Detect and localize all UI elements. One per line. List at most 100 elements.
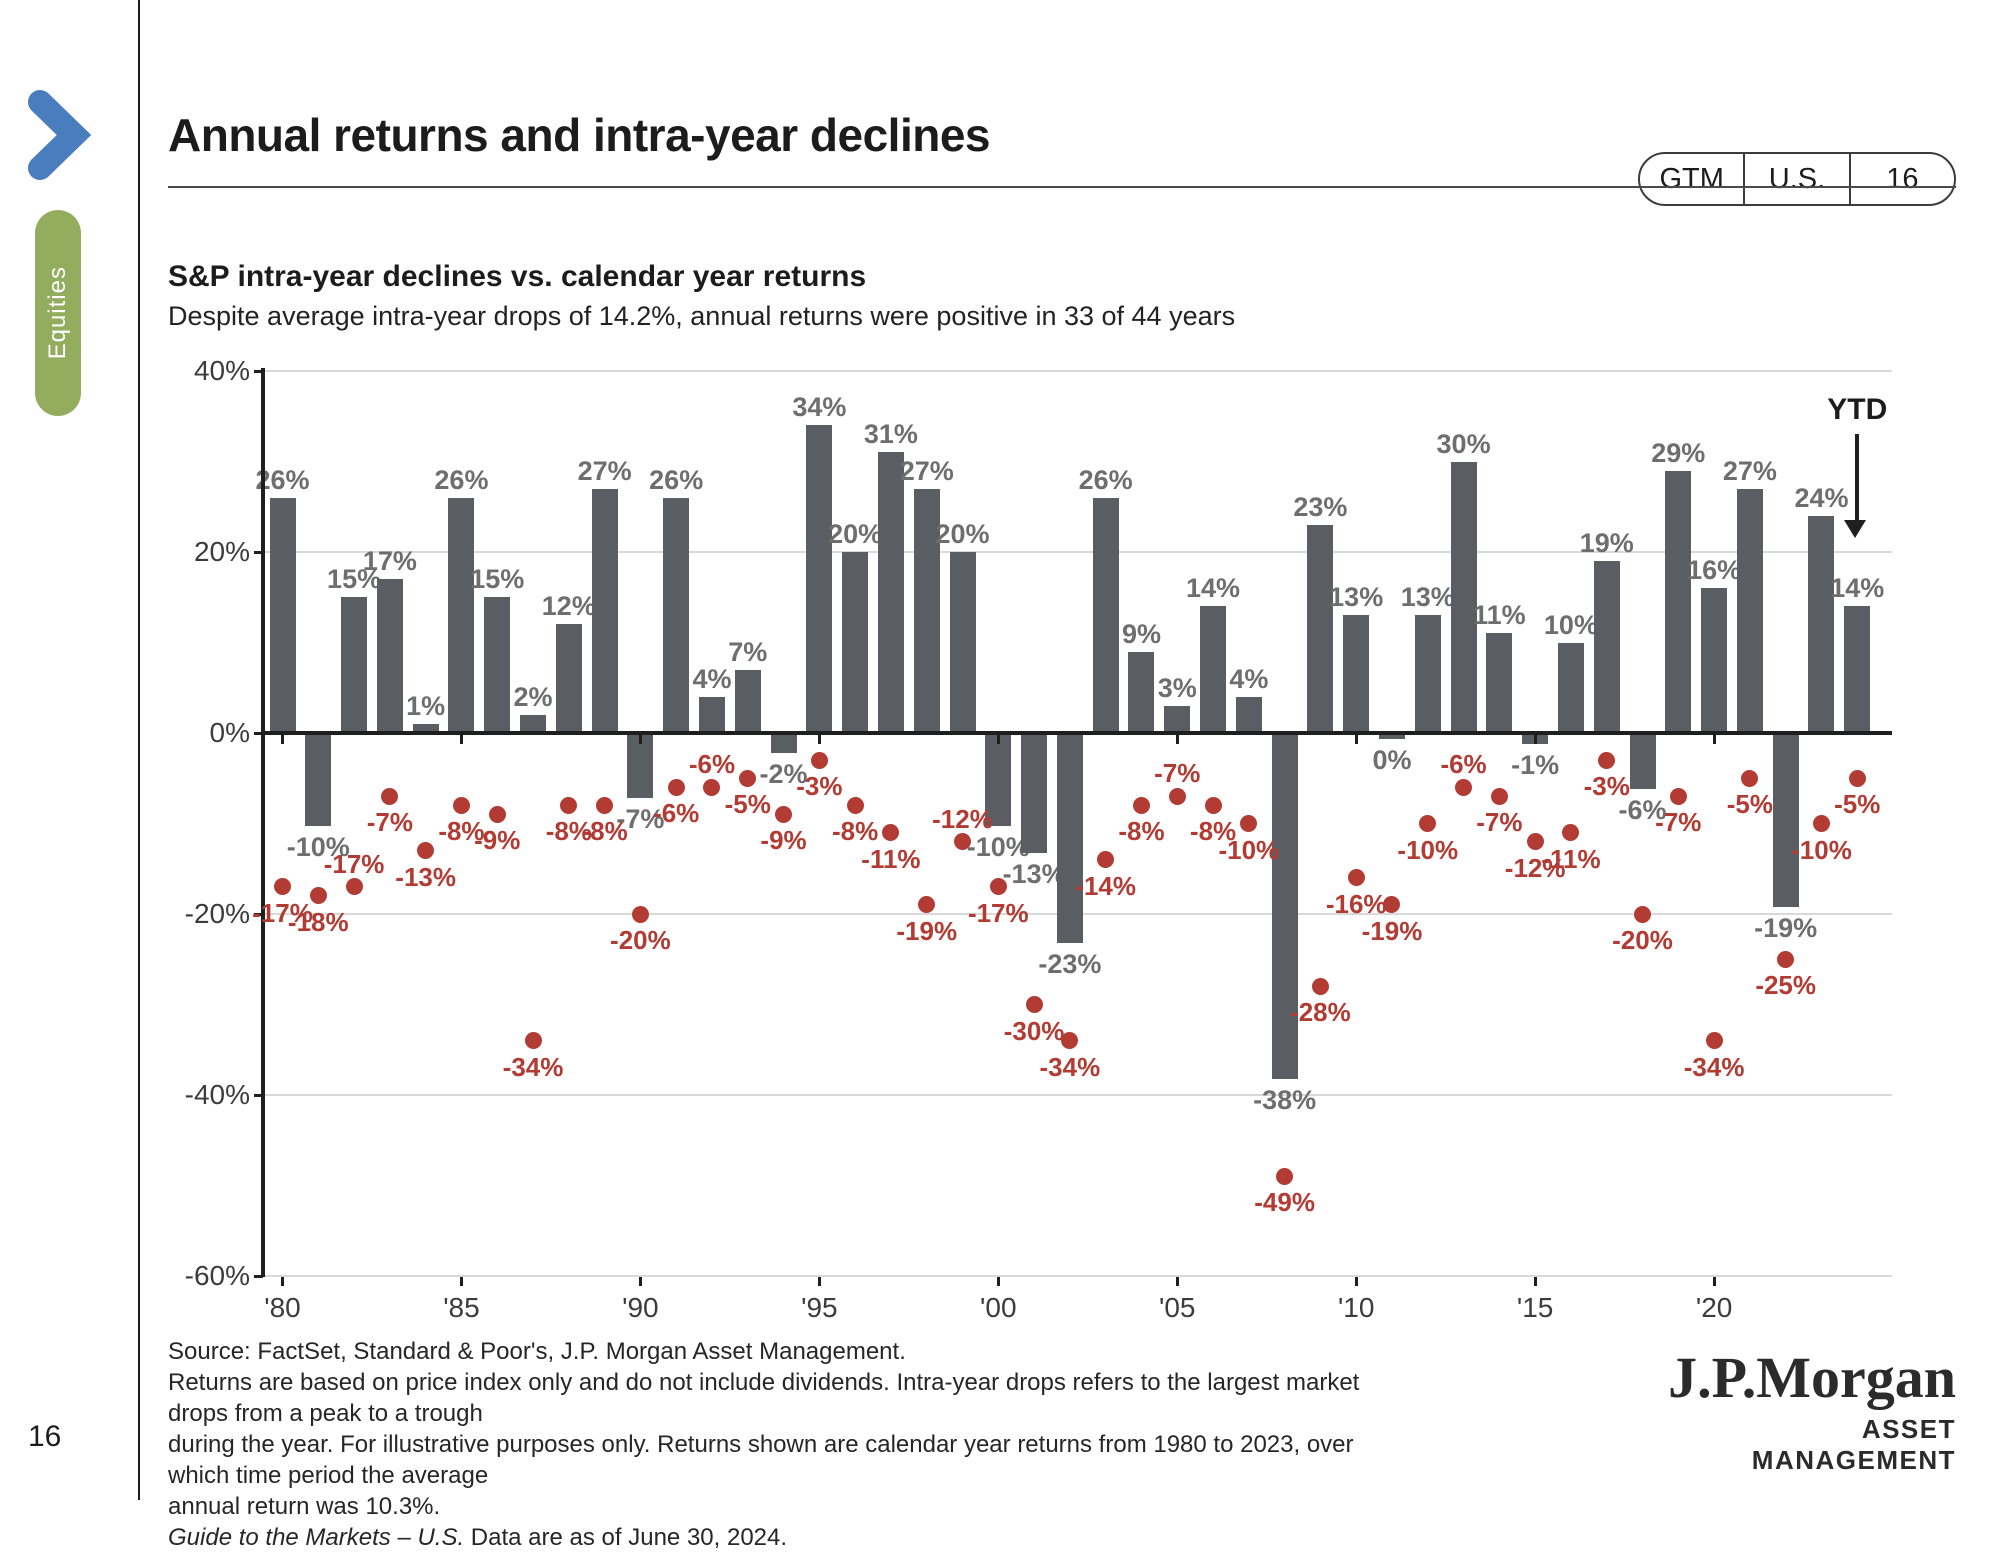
- decline-dot-2011: [1383, 896, 1401, 914]
- x-axis-tick: [1175, 735, 1179, 744]
- decline-label-1990: -20%: [610, 925, 671, 955]
- decline-label-2015: -12%: [1504, 852, 1566, 883]
- bar-1984: [412, 723, 439, 733]
- bar-2012: [1414, 615, 1441, 733]
- x-axis-label-80: '80: [264, 1292, 301, 1323]
- decline-dot-1986: [488, 805, 506, 823]
- bar-2018: [1629, 735, 1656, 790]
- bar-label-1987: 2%: [513, 681, 553, 712]
- x-axis-tick: [459, 735, 463, 744]
- decline-dot-2023: [1812, 815, 1830, 832]
- badge-page: 16: [1886, 162, 1919, 195]
- bar-label-1982: 15%: [327, 564, 382, 595]
- decline-label-2005: -7%: [1154, 758, 1201, 789]
- decline-dot-1982: [345, 878, 363, 896]
- decline-dot-2020: [1705, 1032, 1723, 1050]
- bar-2008: [1271, 735, 1298, 1079]
- decline-label-2014: -7%: [1476, 807, 1523, 838]
- decline-dot-1985: [452, 796, 470, 814]
- x-axis-label-20: '20: [1695, 1292, 1733, 1323]
- x-axis-label-15: '15: [1516, 1292, 1554, 1323]
- page-number: 16: [28, 1420, 62, 1453]
- bar-label-1996: 20%: [828, 519, 883, 549]
- decline-dot-1991: [667, 778, 685, 796]
- bar-label-2002: -23%: [1038, 949, 1102, 980]
- decline-dot-2007: [1240, 815, 1258, 832]
- bar-2017: [1593, 561, 1620, 733]
- y-axis-label--20: -20%: [184, 898, 250, 929]
- decline-dot-1983: [381, 787, 399, 805]
- bar-2003: [1092, 497, 1119, 733]
- decline-label-1992: -6%: [688, 749, 736, 780]
- decline-label-1994: -9%: [760, 825, 807, 856]
- bar-label-1981: -10%: [286, 831, 350, 862]
- bar-2005: [1164, 705, 1191, 733]
- x-axis-label-90: '90: [622, 1292, 659, 1323]
- decline-dot-2000: [989, 878, 1007, 896]
- decline-label-1995: -3%: [796, 771, 843, 802]
- badge-gtm: GTM: [1659, 162, 1724, 195]
- decline-label-1980: -17%: [252, 897, 313, 928]
- x-axis-tick-bottom: [281, 1277, 284, 1286]
- bar-label-2009: 23%: [1293, 491, 1348, 522]
- decline-label-1982: -17%: [323, 848, 385, 879]
- footnote-line: Guide to the Markets – U.S. Data are as …: [168, 1522, 1418, 1553]
- bar-2020: [1701, 588, 1728, 733]
- bar-1987: [520, 714, 547, 733]
- decline-label-2018: -20%: [1612, 925, 1673, 955]
- bar-YTD: [1844, 606, 1871, 733]
- bar-label-1983: 17%: [362, 546, 417, 577]
- decline-dot-2017: [1598, 751, 1616, 769]
- gridline-20: [263, 551, 1892, 553]
- x-axis-tick: [1712, 735, 1716, 744]
- bar-1989: [591, 488, 618, 733]
- bar-2010: [1343, 615, 1370, 733]
- gtm-citation: Guide to the Markets – U.S.: [168, 1524, 465, 1551]
- footnote-line: Returns are based on price index only an…: [168, 1369, 1360, 1427]
- y-axis-label-40: 40%: [193, 355, 250, 386]
- footnote-line: annual return was 10.3%.: [168, 1493, 441, 1520]
- bar-label-2001: -13%: [1002, 858, 1066, 889]
- decline-dot-1987: [524, 1032, 542, 1050]
- decline-dot-1988: [560, 796, 578, 814]
- chart-area: 40% 20% 0% -20% -40% -60% 26% -10% 15% 17% 1% 26% 15…: [184, 355, 1892, 1323]
- bar-label-1985: 26%: [434, 464, 489, 495]
- jpmorgan-wordmark: J.P.Morgan: [1668, 1345, 1956, 1410]
- bar-2000: [985, 735, 1012, 826]
- bar-2001: [1021, 735, 1048, 853]
- decline-dot-2003: [1097, 851, 1115, 869]
- bar-2022: [1772, 735, 1799, 907]
- bar-1983: [376, 579, 403, 733]
- decline-dot-1984: [417, 842, 435, 860]
- bar-1981: [305, 735, 332, 826]
- decline-dot-2010: [1347, 869, 1365, 887]
- decline-dot-2004: [1132, 796, 1150, 814]
- ytd-arrow-line: [1855, 434, 1860, 520]
- decline-label-1999: -12%: [932, 803, 993, 834]
- y-axis-label-20: 20%: [193, 536, 250, 567]
- bar-1982: [341, 597, 368, 733]
- bar-1996: [842, 552, 869, 733]
- decline-dot-1995: [810, 751, 828, 769]
- decline-dot-1990: [631, 905, 649, 923]
- x-axis-label-00: '00: [980, 1292, 1017, 1323]
- decline-label-2022: -25%: [1755, 970, 1817, 1001]
- decline-dot-1992: [703, 778, 721, 796]
- decline-label-1983: -7%: [366, 807, 413, 838]
- decline-label-2008: -49%: [1254, 1187, 1315, 1218]
- decline-dot-1980: [274, 878, 291, 896]
- decline-label-2019: -7%: [1655, 807, 1702, 838]
- slide: Equities Annual returns and intra-year d…: [28, 0, 1956, 1551]
- chart-subtitle: Despite average intra-year drops of 14.2…: [168, 301, 1236, 331]
- bar-2013: [1450, 461, 1477, 733]
- decline-dot-2018: [1634, 905, 1652, 923]
- decline-dot-1998: [918, 896, 936, 914]
- decline-dot-2013: [1455, 778, 1473, 796]
- x-axis-tick-bottom: [459, 1277, 463, 1286]
- decline-label-1987: -34%: [502, 1051, 564, 1082]
- x-axis-tick: [281, 735, 284, 744]
- decline-label-1993: -5%: [724, 789, 771, 820]
- decline-label-1981: -18%: [287, 906, 349, 937]
- decline-label-1998: -19%: [896, 915, 958, 946]
- decline-dot-2008: [1276, 1167, 1294, 1185]
